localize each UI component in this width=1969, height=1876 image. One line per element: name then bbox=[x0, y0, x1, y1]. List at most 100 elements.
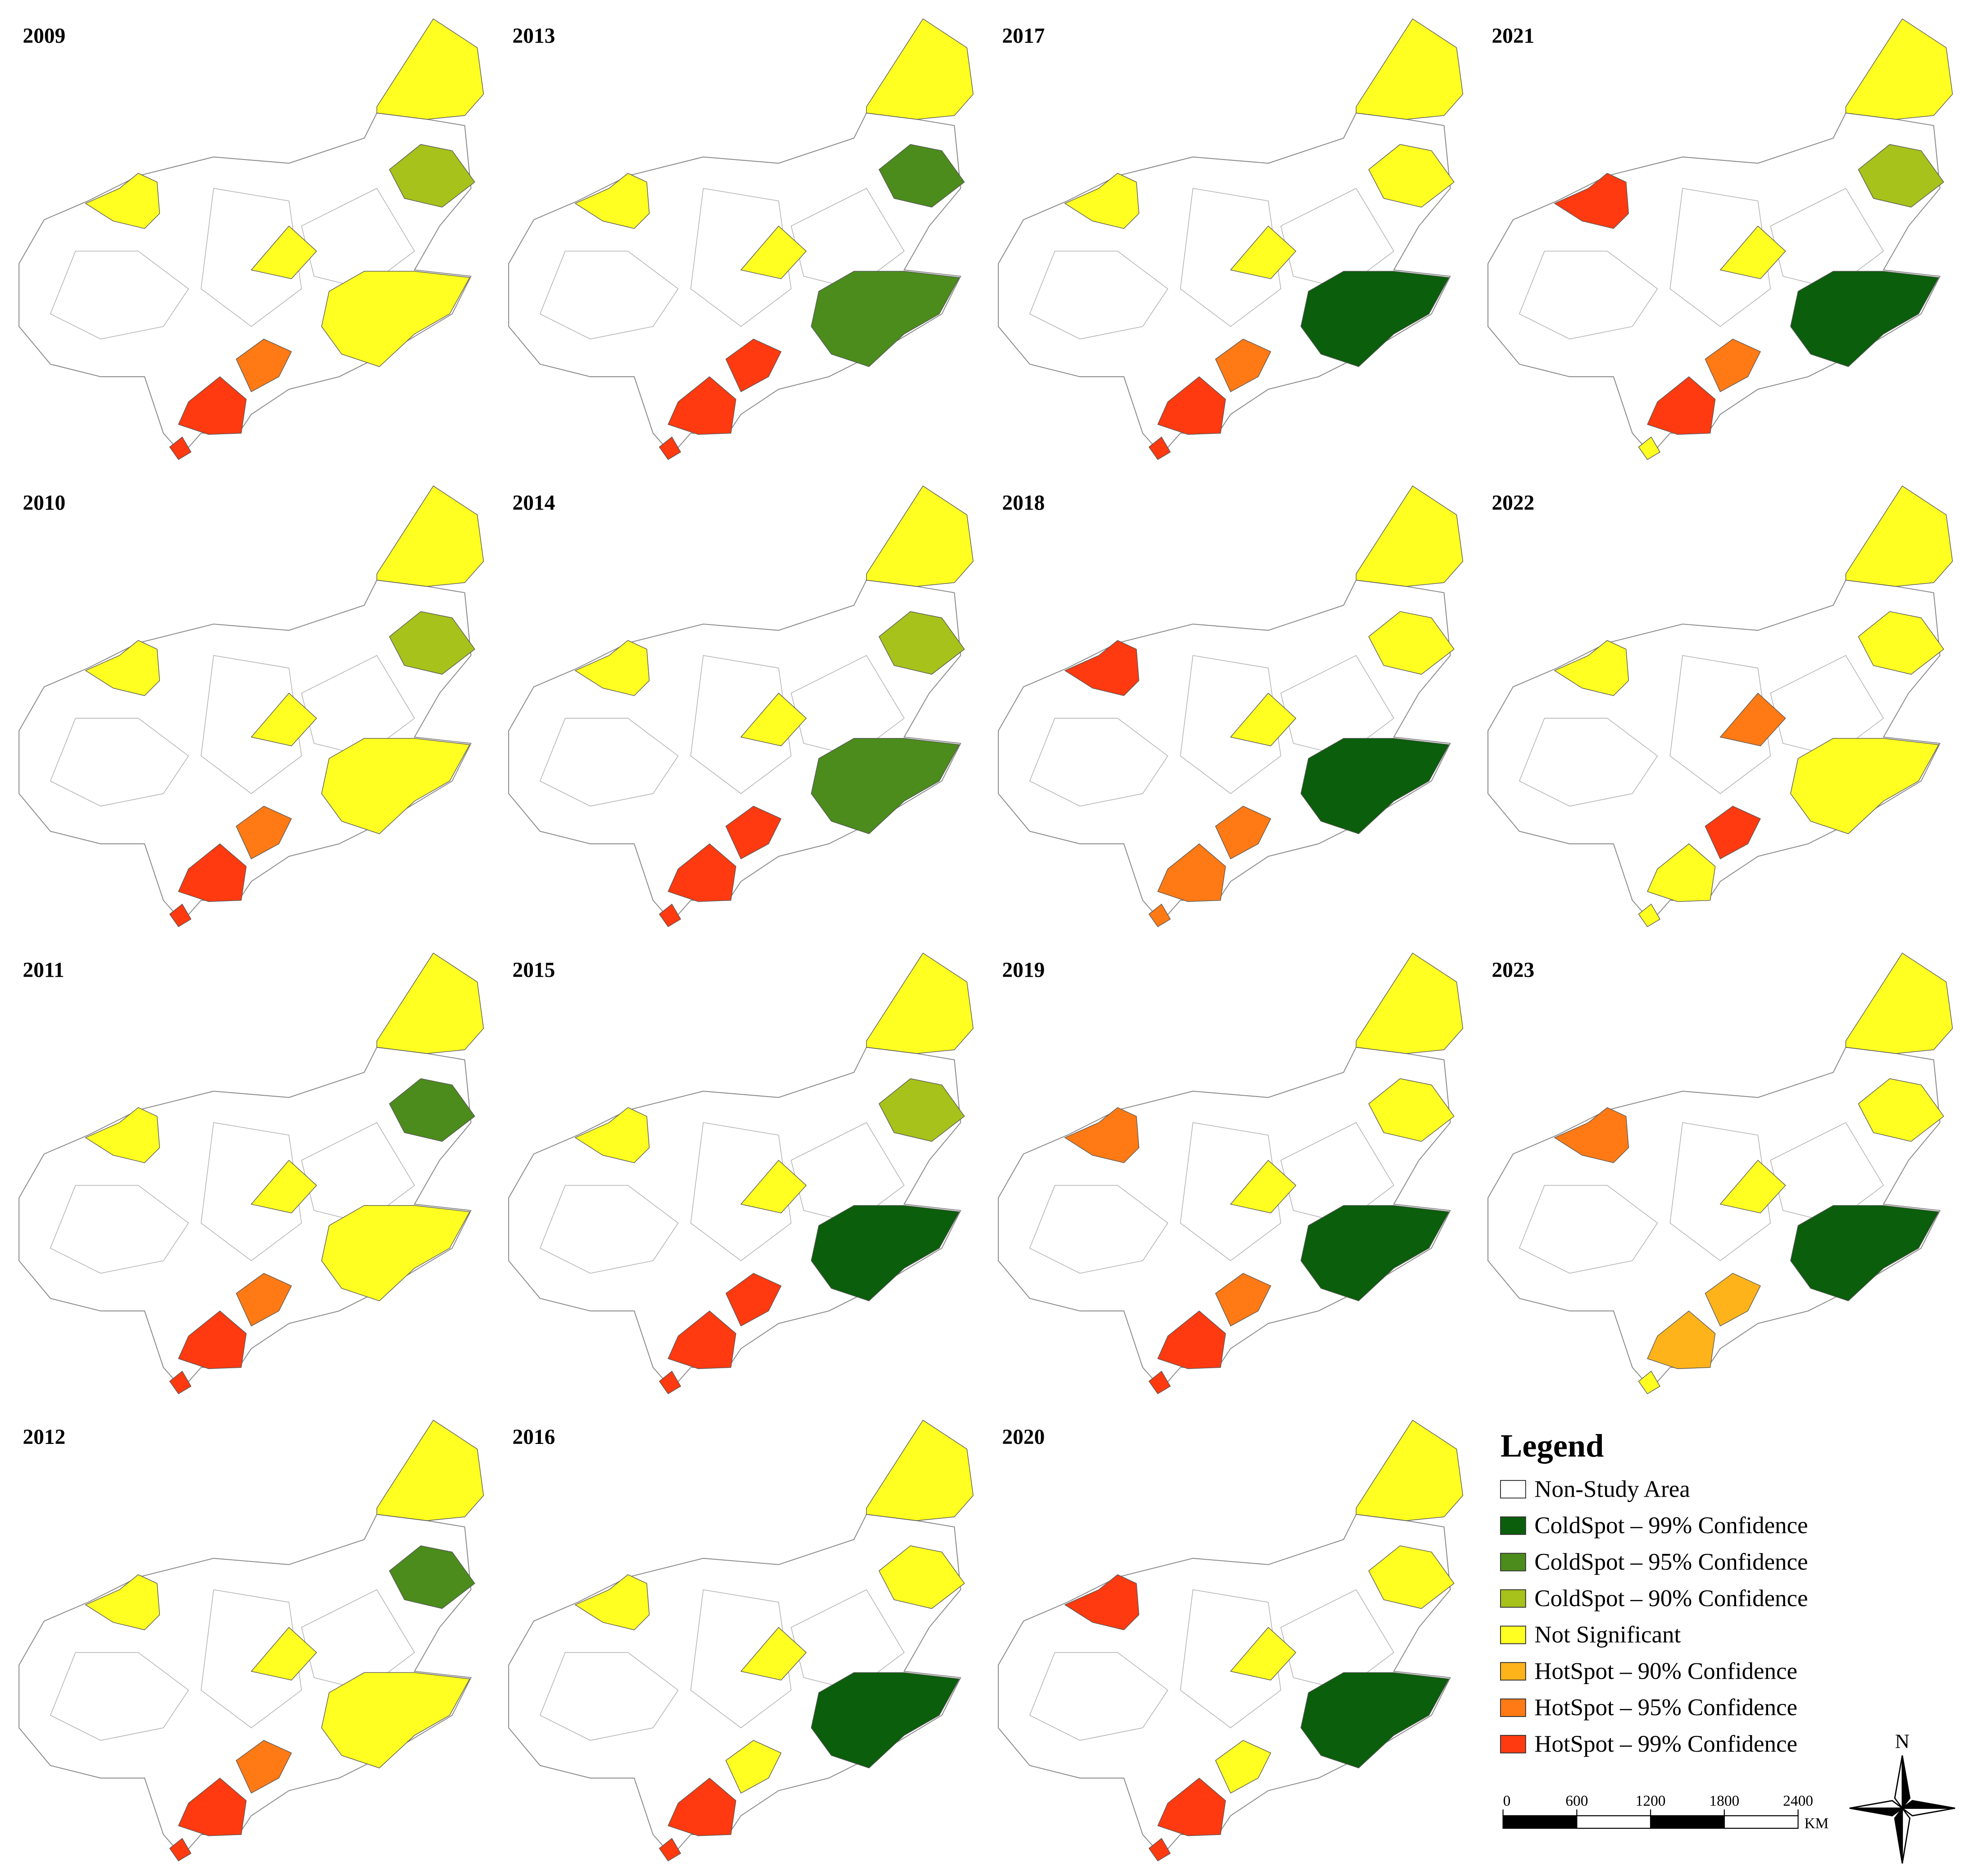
region bbox=[376, 1420, 484, 1521]
province-boundary bbox=[1280, 1122, 1395, 1224]
region bbox=[574, 1574, 650, 1630]
region bbox=[389, 144, 475, 208]
region bbox=[659, 436, 681, 460]
map-panel: 2019 bbox=[998, 952, 1464, 1394]
year-label: 2014 bbox=[513, 492, 555, 515]
year-label: 2010 bbox=[23, 492, 66, 515]
map-panel: 2021 bbox=[1487, 18, 1953, 460]
province-boundary bbox=[1180, 188, 1282, 327]
region bbox=[1858, 611, 1944, 675]
year-label: 2009 bbox=[23, 24, 66, 48]
year-label: 2012 bbox=[23, 1425, 66, 1449]
north-label: N bbox=[1895, 1730, 1910, 1753]
region bbox=[1368, 1545, 1455, 1609]
legend-label: ColdSpot – 95% Confidence bbox=[1534, 1549, 1808, 1575]
province-boundary bbox=[539, 250, 679, 340]
region bbox=[250, 692, 317, 747]
province-boundary bbox=[791, 188, 905, 289]
region bbox=[1368, 611, 1455, 675]
year-label: 2023 bbox=[1492, 958, 1535, 982]
region bbox=[740, 1627, 807, 1680]
region bbox=[659, 903, 681, 927]
region bbox=[574, 1107, 650, 1163]
region bbox=[668, 843, 737, 902]
region bbox=[1355, 1420, 1464, 1521]
scale-segment bbox=[1576, 1815, 1651, 1829]
region bbox=[668, 376, 737, 435]
year-label: 2019 bbox=[1002, 958, 1045, 982]
year-label: 2016 bbox=[513, 1425, 555, 1449]
region bbox=[85, 173, 160, 229]
region bbox=[1301, 1205, 1450, 1302]
region bbox=[1790, 1205, 1939, 1302]
province-boundary bbox=[50, 1185, 189, 1274]
region bbox=[1064, 640, 1140, 696]
region bbox=[1215, 338, 1271, 392]
region bbox=[659, 1838, 681, 1862]
province-boundary bbox=[1029, 1185, 1169, 1274]
map-panel: 2022 bbox=[1487, 485, 1953, 927]
region bbox=[1230, 1627, 1296, 1680]
region bbox=[85, 1107, 160, 1163]
region bbox=[1064, 1107, 1140, 1163]
map-panel: 2016 bbox=[508, 1420, 974, 1862]
region bbox=[1064, 1574, 1140, 1630]
region bbox=[659, 1371, 681, 1394]
region bbox=[1368, 144, 1455, 208]
region bbox=[1705, 338, 1761, 392]
scale-segment bbox=[1723, 1815, 1799, 1829]
region bbox=[1355, 485, 1464, 587]
region bbox=[1301, 738, 1450, 834]
legend-swatch bbox=[1500, 1480, 1526, 1499]
legend-label: Non-Study Area bbox=[1534, 1476, 1690, 1502]
year-label: 2017 bbox=[1002, 24, 1045, 48]
region bbox=[236, 1273, 292, 1327]
region bbox=[1647, 1310, 1716, 1369]
province-boundary bbox=[50, 250, 189, 340]
province-boundary bbox=[539, 1185, 679, 1274]
map-panel: 2015 bbox=[508, 952, 974, 1394]
region bbox=[725, 806, 782, 860]
region bbox=[1647, 376, 1716, 435]
province-boundary bbox=[1280, 655, 1395, 756]
region bbox=[1647, 843, 1716, 902]
region bbox=[1148, 436, 1171, 460]
region bbox=[389, 1545, 475, 1609]
region bbox=[236, 338, 292, 392]
province-boundary bbox=[200, 188, 302, 327]
province-boundary bbox=[1770, 1122, 1884, 1224]
region bbox=[1719, 225, 1786, 279]
region bbox=[878, 144, 965, 208]
legend-swatch bbox=[1500, 1553, 1526, 1571]
legend-label: ColdSpot – 90% Confidence bbox=[1534, 1585, 1808, 1612]
map-panel: 2009 bbox=[18, 18, 484, 460]
region bbox=[236, 1740, 292, 1794]
region bbox=[178, 376, 247, 435]
legend-label: HotSpot – 99% Confidence bbox=[1534, 1731, 1797, 1757]
region bbox=[376, 18, 484, 120]
map-panel: 2014 bbox=[508, 485, 974, 927]
province-boundary bbox=[1519, 718, 1658, 807]
region bbox=[376, 952, 484, 1054]
province-boundary bbox=[1029, 1652, 1169, 1741]
year-label: 2018 bbox=[1002, 492, 1045, 515]
region bbox=[1064, 173, 1140, 229]
province-boundary bbox=[1669, 188, 1771, 327]
region bbox=[1638, 903, 1660, 927]
region bbox=[1845, 485, 1953, 587]
province-boundary bbox=[301, 1122, 415, 1224]
region bbox=[1554, 1107, 1629, 1163]
province-boundary bbox=[1770, 188, 1884, 289]
province-boundary bbox=[1519, 1185, 1658, 1274]
year-label: 2022 bbox=[1492, 492, 1535, 515]
province-boundary bbox=[1669, 1122, 1771, 1261]
region bbox=[740, 692, 807, 747]
region bbox=[1355, 18, 1464, 120]
region bbox=[178, 843, 247, 902]
region bbox=[1230, 1160, 1296, 1214]
region bbox=[321, 271, 470, 367]
region bbox=[85, 640, 160, 696]
scale-tick-label: 2400 bbox=[1783, 1793, 1813, 1809]
province-boundary bbox=[690, 655, 792, 794]
